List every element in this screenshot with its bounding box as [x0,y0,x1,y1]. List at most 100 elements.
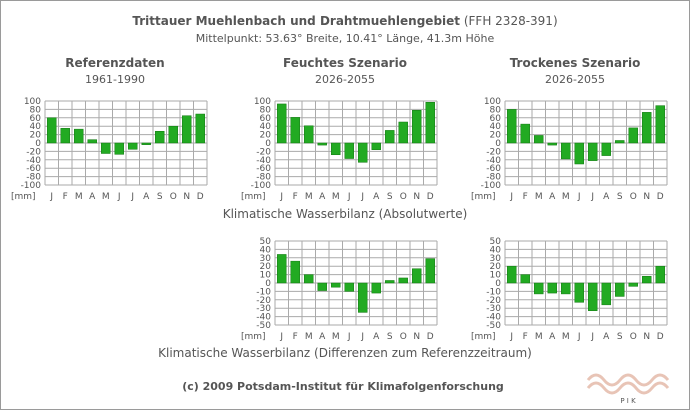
bar [412,109,422,144]
pik-logo-icon: P I K [586,373,670,405]
bar [101,142,111,154]
bar [195,113,205,144]
x-tick-label: S [617,192,623,202]
y-tick-label: 20 [490,262,502,272]
bar [371,282,381,294]
y-tick-label: -60 [486,164,501,174]
bar [344,142,354,159]
x-tick-label: M [332,332,340,342]
y-tick-label: -80 [486,173,501,183]
bar [601,142,611,156]
y-tick-label: 0 [35,139,41,149]
x-tick-label: A [373,192,380,202]
y-tick-label: -100 [21,181,42,191]
x-tick-label: F [293,192,298,202]
bar [74,128,84,144]
bar [317,142,327,146]
bar [60,128,70,144]
x-tick-label: A [603,192,610,202]
bar [628,282,638,287]
x-tick-label: M [332,192,340,202]
y-tick-label: -40 [256,313,271,323]
caption-absolute: Klimatische Wasserbilanz (Absolutwerte) [223,207,468,221]
x-tick-label: J [49,192,53,202]
bar [290,117,300,144]
bar [182,115,192,144]
bar [128,142,138,150]
bar [642,112,652,144]
bar [601,282,611,306]
y-tick-label: -60 [256,164,271,174]
bar [534,135,544,144]
y-tick-label: 0 [495,279,501,289]
y-tick-label: -50 [486,321,501,331]
bar [615,140,625,144]
y-tick-label: -10 [256,287,271,297]
y-tick-label: 100 [254,97,271,107]
y-tick-label: 80 [260,105,272,115]
y-tick-label: 100 [24,97,41,107]
bar [114,142,124,155]
bar [331,142,341,156]
y-tick-label: -40 [26,156,41,166]
bar [304,274,314,284]
bar [655,105,665,144]
x-tick-label: F [293,332,298,342]
unit-label: [mm] [471,332,496,342]
bar [87,139,97,144]
y-tick-label: -80 [26,173,41,183]
x-tick-label: J [360,192,364,202]
x-tick-label: N [413,192,420,202]
bar [398,277,408,284]
y-tick-label: -30 [256,304,271,314]
x-tick-label: N [643,192,650,202]
y-tick-label: 0 [265,279,271,289]
pik-logo-text: P I K [620,397,636,405]
bar [655,265,665,284]
y-tick-label: 20 [30,131,42,141]
bar [628,127,638,144]
y-tick-label: -100 [251,181,272,191]
x-tick-label: J [117,192,121,202]
caption-difference: Klimatische Wasserbilanz (Differenzen zu… [158,346,532,360]
y-tick-label: 10 [490,271,502,281]
bar [588,142,598,161]
y-tick-label: 20 [260,131,272,141]
figure-title-site: Trittauer Muehlenbach und Drahtmuehlenge… [132,14,460,28]
column-period-reference: 1961-1990 [85,73,145,86]
unit-label: [mm] [471,192,496,202]
unit-label: [mm] [11,192,36,202]
x-tick-label: J [577,332,581,342]
x-tick-label: J [347,192,351,202]
x-tick-label: M [102,192,110,202]
x-tick-label: O [630,192,637,202]
bar [588,282,598,311]
x-tick-label: J [590,192,594,202]
y-tick-label: -20 [26,147,41,157]
x-tick-label: D [427,332,434,342]
y-tick-label: -80 [256,173,271,183]
x-tick-label: A [603,332,610,342]
x-tick-label: M [562,192,570,202]
x-tick-label: J [347,332,351,342]
bar [574,142,584,165]
y-tick-label: 50 [490,237,502,247]
x-tick-label: A [549,332,556,342]
x-tick-label: A [319,192,326,202]
y-tick-label: -20 [486,296,501,306]
y-tick-label: 60 [30,114,42,124]
x-tick-label: J [130,192,134,202]
y-tick-label: -30 [486,304,501,314]
x-tick-label: J [509,192,513,202]
x-tick-label: F [523,332,528,342]
bar [615,282,625,297]
x-tick-label: S [387,192,393,202]
x-tick-label: M [305,332,313,342]
x-tick-label: A [319,332,326,342]
bar [47,117,57,144]
bar [507,109,517,144]
